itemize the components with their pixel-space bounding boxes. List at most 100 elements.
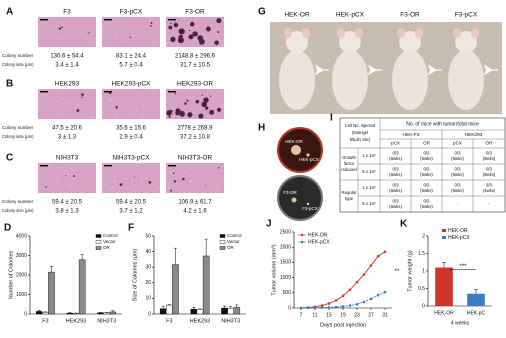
texture xyxy=(70,167,72,170)
marker xyxy=(334,299,338,302)
colony xyxy=(170,22,172,25)
texture xyxy=(125,21,127,23)
texture xyxy=(191,175,193,177)
colony xyxy=(150,25,152,27)
texture xyxy=(206,93,208,95)
texture xyxy=(148,98,150,101)
texture xyxy=(85,117,87,119)
table-subcol: pCX xyxy=(391,141,400,146)
y-tick-label: 2000 xyxy=(280,245,291,251)
mouse-body xyxy=(279,50,315,110)
legend-marker xyxy=(300,240,304,244)
colony xyxy=(73,175,75,178)
bar xyxy=(221,307,228,315)
table-cell: 3/3 xyxy=(486,182,493,187)
texture xyxy=(69,102,71,105)
image-label: F3-OR xyxy=(185,9,205,16)
colony-number: 2148.8 ± 296.6 xyxy=(175,54,216,60)
x-tick-label: 23 xyxy=(354,312,360,318)
texture xyxy=(72,178,74,181)
marker xyxy=(320,304,324,307)
table-row-group: reduced xyxy=(341,167,357,172)
y-tick-label: 0 xyxy=(288,305,291,311)
texture xyxy=(41,25,43,27)
colony xyxy=(201,94,203,96)
mouse-head xyxy=(399,31,421,53)
texture xyxy=(140,43,143,45)
colony xyxy=(186,99,189,102)
texture xyxy=(114,181,116,183)
texture xyxy=(176,44,179,46)
colony xyxy=(184,102,187,105)
y-tick-label: 2000 xyxy=(16,272,27,278)
arrow xyxy=(483,64,498,76)
colony xyxy=(187,112,193,118)
colony xyxy=(174,92,177,95)
legend-label: Vector xyxy=(103,239,116,244)
texture xyxy=(133,113,136,116)
marker xyxy=(348,304,352,307)
mouse-ear xyxy=(415,28,423,38)
x-tick-label: 27 xyxy=(368,312,374,318)
texture xyxy=(141,182,143,184)
texture xyxy=(62,113,65,115)
table-cell: 0/3 xyxy=(455,166,462,171)
colony xyxy=(174,21,176,23)
y-tick-label: 2 xyxy=(422,233,425,239)
legend-label: Control xyxy=(227,233,242,238)
scale-bar xyxy=(168,19,176,21)
mouse-ear xyxy=(471,28,479,38)
texture xyxy=(193,95,195,97)
y-axis-label: Tumor weight (g) xyxy=(407,250,413,292)
bar xyxy=(159,308,167,315)
texture xyxy=(198,180,200,183)
texture xyxy=(169,38,171,41)
colony xyxy=(150,22,153,24)
texture xyxy=(174,98,176,100)
marker xyxy=(320,306,324,309)
table-cell: (8wks) xyxy=(420,172,433,177)
texture xyxy=(212,101,214,103)
scale-bar xyxy=(40,19,48,21)
bar xyxy=(172,264,179,315)
marker xyxy=(355,280,359,284)
colony-number: 106.9 ± 61.7 xyxy=(178,200,212,206)
texture xyxy=(133,170,135,172)
texture xyxy=(219,113,221,115)
bar xyxy=(166,304,173,315)
texture xyxy=(167,42,169,44)
marker xyxy=(327,306,331,309)
legend-marker xyxy=(300,233,304,237)
image-label: F3-pCX xyxy=(120,9,143,16)
colony xyxy=(170,189,172,192)
texture xyxy=(172,170,174,172)
texture xyxy=(53,107,55,109)
y-tick-label: 3000 xyxy=(16,253,27,259)
texture xyxy=(80,32,82,34)
bar xyxy=(66,312,74,315)
texture xyxy=(40,169,42,172)
texture xyxy=(134,184,136,186)
legend-label: HEK-pCX xyxy=(448,235,470,241)
colony xyxy=(179,111,185,117)
table-row-group: Growth xyxy=(342,155,356,160)
marker xyxy=(369,297,373,301)
table-cell: 0/3 xyxy=(393,150,400,155)
image-label: F3 xyxy=(63,9,71,16)
texture xyxy=(221,45,223,47)
texture xyxy=(143,188,145,190)
texture xyxy=(215,28,218,30)
texture xyxy=(104,183,107,185)
texture xyxy=(58,91,60,93)
texture xyxy=(173,115,175,118)
texture xyxy=(75,107,77,109)
mouse-label: F3-OR xyxy=(400,12,420,19)
y-tick-label: 40 xyxy=(145,249,151,255)
marker xyxy=(383,250,387,254)
texture xyxy=(66,103,68,105)
colony-number: 130.6 ± 54.4 xyxy=(50,54,84,60)
texture xyxy=(62,103,65,105)
table-row-header: Cell No. injected xyxy=(345,123,376,128)
colony xyxy=(205,26,211,32)
texture xyxy=(146,177,148,179)
